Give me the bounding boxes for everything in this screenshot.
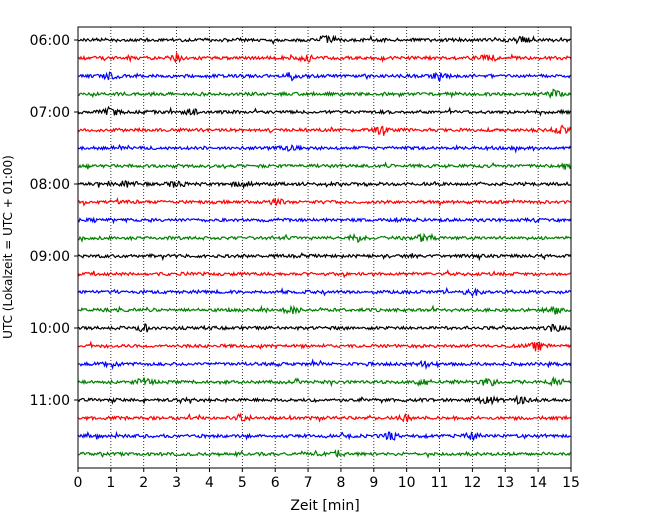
seismic-trace [77,412,572,423]
x-tick-label: 8 [336,475,345,491]
x-tick-label: 3 [172,475,181,491]
x-tick-label: 5 [238,475,247,491]
trace-group [77,34,572,459]
seismic-trace [77,269,572,279]
seismic-trace [77,430,572,441]
seismic-trace [77,34,572,46]
seismic-trace [77,286,572,298]
seismic-trace [77,252,572,262]
y-tick-label: 09:00 [30,249,70,265]
y-axis-label: UTC (Lokalzeit = UTC + 01:00) [1,155,15,339]
seismic-trace [77,197,572,207]
y-tick-label: 10:00 [30,321,70,337]
x-tick-label: 2 [139,475,148,491]
y-tick-label: 08:00 [30,177,70,193]
y-tick-label: 06:00 [30,33,70,49]
seismic-trace [77,124,572,136]
x-tick-label: 7 [304,475,313,491]
seismic-trace [77,161,572,170]
plot-frame [77,26,572,469]
x-tick-label: 13 [496,475,514,491]
x-tick-label: 10 [398,475,416,491]
seismic-trace [77,323,572,333]
x-tick-label: 6 [271,475,280,491]
y-tick-label: 07:00 [30,105,70,121]
seismic-trace [77,375,572,388]
x-tick-label: 15 [562,475,580,491]
seismic-trace [77,340,572,352]
seismic-trace [77,358,572,371]
x-tick-label: 0 [74,475,83,491]
seismic-trace [77,179,572,190]
x-axis-label: Zeit [min] [290,498,359,514]
seismic-trace [77,71,572,82]
seismic-trace [77,216,572,225]
y-tick-label: 11:00 [30,393,70,409]
x-axis: 0 1 2 3 4 5 6 7 8 9 10 11 12 13 14 15 [74,468,580,491]
seismic-trace [77,52,572,64]
seismic-trace [77,232,572,244]
x-tick-label: 9 [369,475,378,491]
seismic-trace [77,143,572,154]
x-tick-label: 12 [463,475,481,491]
x-tick-label: 14 [529,475,547,491]
x-tick-label: 11 [431,475,449,491]
seismic-trace [77,88,572,99]
x-tick-label: 4 [205,475,214,491]
seismic-trace [77,449,572,459]
y-axis: 06:00 07:00 08:00 09:00 10:00 11:00 [30,33,78,409]
x-tick-label: 1 [106,475,115,491]
seismic-trace [77,105,572,117]
seismic-trace [77,304,572,315]
seismic-trace [77,394,572,406]
